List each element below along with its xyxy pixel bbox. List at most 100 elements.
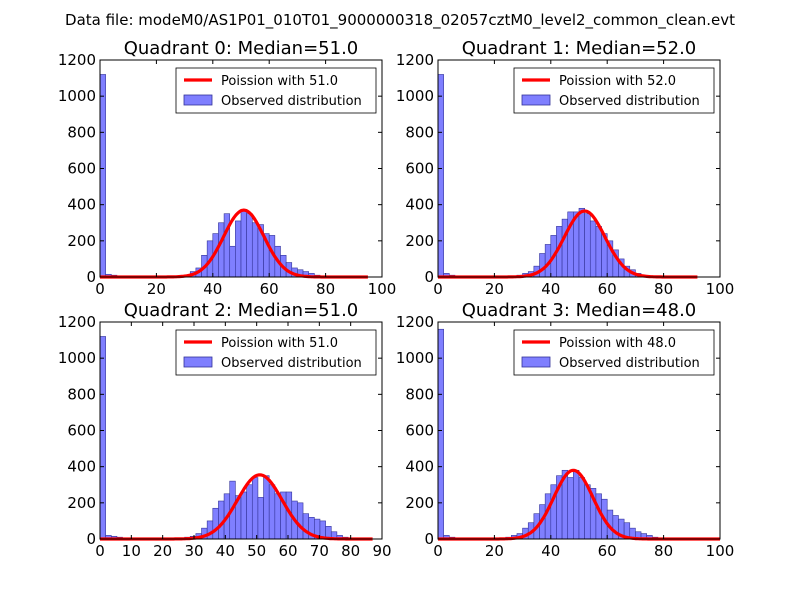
histogram-bar bbox=[246, 213, 253, 278]
x-tick-label: 20 bbox=[153, 542, 172, 560]
x-tick-label: 20 bbox=[485, 542, 504, 560]
y-tick-label: 1200 bbox=[396, 313, 434, 331]
histogram-bar bbox=[257, 497, 264, 540]
y-tick-label: 800 bbox=[67, 385, 96, 403]
y-tick-label: 600 bbox=[67, 422, 96, 440]
histogram-bar bbox=[268, 484, 276, 540]
legend-label-poisson: Poission with 48.0 bbox=[559, 336, 676, 351]
histogram-bar bbox=[561, 218, 569, 278]
x-tick-label: 100 bbox=[368, 280, 397, 298]
histogram-bar bbox=[212, 507, 219, 540]
legend: Poission with 51.0 Observed distribution bbox=[175, 67, 377, 114]
histogram-bar bbox=[251, 222, 259, 278]
x-tick-label: 80 bbox=[316, 280, 335, 298]
y-tick-label: 1000 bbox=[396, 87, 434, 105]
y-tick-label: 200 bbox=[67, 494, 96, 512]
histogram-bar bbox=[302, 513, 309, 540]
histogram-bar bbox=[274, 493, 281, 540]
x-tick-label: 0 bbox=[433, 542, 443, 560]
plot-title-q0: Quadrant 0: Median=51.0 bbox=[124, 38, 359, 59]
y-tick-label: 0 bbox=[424, 530, 434, 548]
x-tick-label: 10 bbox=[122, 542, 141, 560]
x-tick-label: 100 bbox=[706, 542, 735, 560]
histogram-bar bbox=[263, 475, 270, 540]
legend-label-observed: Observed distribution bbox=[221, 356, 362, 371]
legend-bar-swatch bbox=[521, 356, 551, 368]
legend-box bbox=[175, 329, 377, 376]
y-tick-label: 400 bbox=[67, 196, 96, 214]
x-tick-label: 0 bbox=[95, 542, 105, 560]
y-tick-label: 0 bbox=[86, 268, 96, 286]
histogram-bar bbox=[567, 477, 574, 540]
histogram-bar bbox=[240, 209, 247, 278]
histogram-bar bbox=[437, 74, 444, 278]
histogram-bar bbox=[218, 222, 225, 278]
x-tick-label: 90 bbox=[372, 542, 391, 560]
x-tick-label: 60 bbox=[278, 542, 297, 560]
x-tick-label: 40 bbox=[541, 280, 560, 298]
histogram-bar bbox=[539, 253, 546, 278]
x-tick-label: 80 bbox=[654, 280, 673, 298]
x-tick-label: 60 bbox=[598, 542, 617, 560]
histogram-bar bbox=[229, 245, 236, 278]
y-tick-label: 1200 bbox=[58, 313, 96, 331]
x-tick-label: 0 bbox=[433, 280, 443, 298]
subplot-quadrant-1: Quadrant 1: Median=52.0 0 20 40 60 80 1000200… bbox=[396, 38, 735, 298]
histogram-bar bbox=[573, 469, 580, 540]
legend: Poission with 51.0 Observed distribution bbox=[175, 329, 377, 376]
legend-label-poisson: Poission with 52.0 bbox=[559, 74, 676, 89]
y-tick-label: 200 bbox=[67, 232, 96, 250]
legend-label-observed: Observed distribution bbox=[559, 94, 700, 109]
y-tick-label: 400 bbox=[405, 196, 434, 214]
histogram-bar bbox=[99, 336, 106, 540]
x-tick-label: 80 bbox=[654, 542, 673, 560]
histogram-bar bbox=[235, 220, 242, 278]
y-tick-label: 1000 bbox=[396, 349, 434, 367]
y-tick-label: 400 bbox=[67, 458, 96, 476]
legend-box bbox=[513, 329, 715, 376]
legend-label-poisson: Poission with 51.0 bbox=[221, 74, 338, 89]
y-tick-label: 600 bbox=[67, 160, 96, 178]
subplot-quadrant-0: Quadrant 0: Median=51.0 0 20 40 60 80 1000200… bbox=[58, 38, 397, 298]
x-tick-label: 0 bbox=[95, 280, 105, 298]
subplot-quadrant-3: Quadrant 3: Median=48.0 0 20 40 60 80 1000200… bbox=[396, 300, 735, 560]
plot-title-q2: Quadrant 2: Median=51.0 bbox=[124, 300, 359, 321]
x-tick-label: 60 bbox=[260, 280, 279, 298]
histogram-bar bbox=[595, 226, 602, 278]
subplot-quadrant-2: Quadrant 2: Median=51.0 0 10 20 30 40 50 60 70 8… bbox=[58, 300, 392, 560]
x-tick-label: 60 bbox=[598, 280, 617, 298]
legend: Poission with 48.0 Observed distribution bbox=[513, 329, 715, 376]
histogram-bar bbox=[578, 207, 585, 278]
legend-bar-swatch bbox=[183, 94, 213, 106]
x-tick-label: 40 bbox=[216, 542, 235, 560]
x-tick-label: 30 bbox=[184, 542, 203, 560]
x-tick-label: 80 bbox=[341, 542, 360, 560]
y-tick-label: 1000 bbox=[58, 87, 96, 105]
plot-title-q1: Quadrant 1: Median=52.0 bbox=[462, 38, 697, 59]
legend-label-poisson: Poission with 51.0 bbox=[221, 336, 338, 351]
x-tick-label: 20 bbox=[485, 280, 504, 298]
figure-suptitle: Data file: modeM0/AS1P01_010T01_90000003… bbox=[65, 11, 735, 30]
y-tick-label: 800 bbox=[67, 123, 96, 141]
x-tick-label: 50 bbox=[247, 542, 266, 560]
y-tick-label: 600 bbox=[405, 422, 434, 440]
y-tick-label: 1000 bbox=[58, 349, 96, 367]
x-tick-label: 40 bbox=[541, 542, 560, 560]
histogram-bar bbox=[240, 491, 247, 540]
legend-box bbox=[175, 67, 377, 114]
y-tick-label: 0 bbox=[424, 268, 434, 286]
x-tick-label: 40 bbox=[203, 280, 222, 298]
histogram-bar bbox=[246, 484, 253, 540]
y-tick-label: 200 bbox=[405, 494, 434, 512]
y-tick-label: 200 bbox=[405, 232, 434, 250]
legend-bar-swatch bbox=[183, 356, 213, 368]
x-tick-label: 100 bbox=[706, 280, 735, 298]
legend-box bbox=[513, 67, 715, 114]
legend-label-observed: Observed distribution bbox=[221, 94, 362, 109]
y-tick-label: 600 bbox=[405, 160, 434, 178]
x-tick-label: 70 bbox=[310, 542, 329, 560]
y-tick-label: 400 bbox=[405, 458, 434, 476]
y-tick-label: 0 bbox=[86, 530, 96, 548]
histogram-bar bbox=[578, 477, 585, 540]
